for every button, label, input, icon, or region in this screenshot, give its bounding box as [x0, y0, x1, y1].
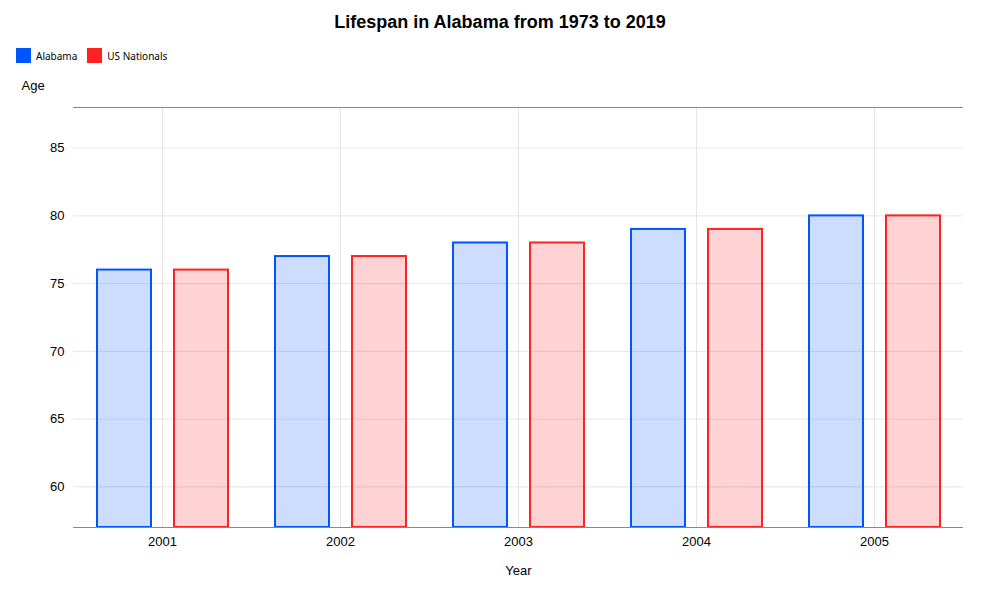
- svg-text:65: 65: [50, 411, 64, 426]
- svg-text:2001: 2001: [148, 534, 177, 549]
- svg-text:2005: 2005: [860, 534, 889, 549]
- svg-text:2004: 2004: [682, 534, 711, 549]
- svg-text:Year: Year: [505, 563, 532, 578]
- svg-text:75: 75: [50, 276, 64, 291]
- svg-text:80: 80: [50, 208, 64, 223]
- svg-text:60: 60: [50, 479, 64, 494]
- svg-text:85: 85: [50, 140, 64, 155]
- html-text:Alabama: Alabama: [36, 48, 78, 63]
- html-text:Lifespan in Alabama from 1973: Lifespan in Alabama from 1973 to 2019: [334, 12, 666, 32]
- html-text:US Nationals: US Nationals: [107, 48, 168, 63]
- svg-text:2003: 2003: [504, 534, 533, 549]
- svg-text:Age: Age: [22, 78, 45, 93]
- svg-text:70: 70: [50, 344, 64, 359]
- svg-text:2002: 2002: [326, 534, 355, 549]
